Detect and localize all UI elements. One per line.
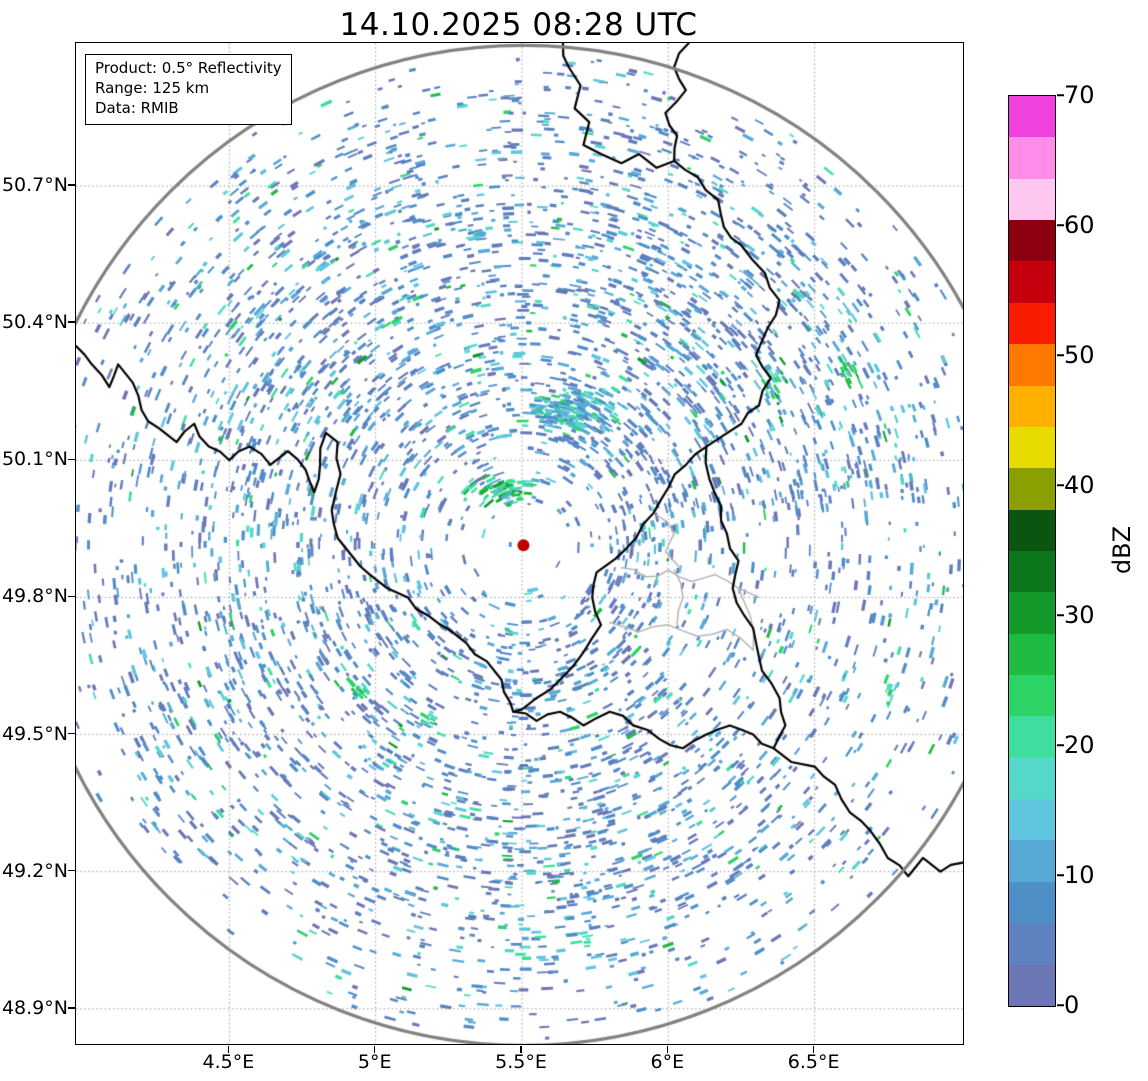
colorbar-tick-mark [1057, 94, 1064, 96]
colorbar-band [1009, 468, 1055, 510]
colorbar-band [1009, 633, 1055, 676]
colorbar-band [1009, 426, 1055, 469]
colorbar-band [1009, 261, 1055, 303]
y-tick-mark [68, 184, 75, 186]
colorbar-band [1009, 592, 1055, 634]
y-tick-label: 49.2°N [1, 859, 68, 882]
colorbar-tick-mark [1057, 744, 1064, 746]
product-info-line: Product: 0.5° Reflectivity [95, 59, 282, 77]
y-tick-label: 48.9°N [1, 996, 68, 1019]
colorbar-tick-label: 10 [1064, 861, 1095, 889]
radar-map-canvas [76, 43, 963, 1044]
colorbar-band [1009, 550, 1055, 593]
colorbar-gradient [1008, 95, 1056, 1007]
colorbar-band [1009, 840, 1055, 882]
colorbar-tick-label: 60 [1064, 211, 1095, 239]
colorbar-tick-label: 70 [1064, 81, 1095, 109]
y-tick-mark [68, 869, 75, 872]
colorbar-band [1009, 220, 1055, 262]
product-info-box: Product: 0.5° Reflectivity Range: 125 km… [85, 54, 292, 126]
data-source-info-line: Data: RMIB [95, 98, 179, 117]
colorbar-band [1009, 964, 1055, 1006]
x-tick-mark [520, 1046, 522, 1053]
colorbar-band [1009, 757, 1055, 800]
colorbar-band [1009, 923, 1055, 965]
x-tick-label: 4.5°E [202, 1051, 255, 1073]
colorbar-tick-label: 50 [1064, 341, 1095, 369]
colorbar-band [1009, 96, 1055, 138]
colorbar-tick-mark [1057, 874, 1064, 876]
y-tick-label: 50.1°N [1, 448, 68, 471]
colorbar-band [1009, 675, 1055, 717]
x-tick-label: 5°E [357, 1051, 392, 1073]
map-plot-frame: Product: 0.5° Reflectivity Range: 125 km… [75, 42, 964, 1045]
y-tick-label: 49.8°N [1, 585, 68, 608]
colorbar-tick-mark [1057, 1004, 1064, 1006]
figure-title: 14.10.2025 08:28 UTC [339, 7, 698, 43]
colorbar-tick-label: 20 [1064, 731, 1095, 759]
colorbar-band [1009, 799, 1055, 841]
x-tick-label: 5.5°E [495, 1051, 547, 1073]
y-tick-mark [68, 1007, 75, 1009]
x-tick-mark [373, 1046, 376, 1053]
x-tick-label: 6.5°E [787, 1051, 840, 1073]
y-tick-mark [68, 595, 75, 598]
y-tick-mark [68, 321, 75, 323]
colorbar-band [1009, 178, 1055, 221]
y-tick-label: 50.7°N [1, 174, 68, 197]
range-info-line: Range: 125 km [95, 78, 210, 97]
colorbar-tick-label: 30 [1064, 601, 1095, 629]
x-tick-label: 6°E [650, 1051, 685, 1073]
colorbar-band [1009, 385, 1055, 427]
y-tick-label: 49.5°N [1, 722, 68, 745]
colorbar-tick-mark [1057, 224, 1064, 226]
y-tick-mark [68, 458, 75, 461]
y-tick-label: 50.4°N [1, 311, 68, 334]
colorbar-unit-label: dBZ [1108, 525, 1136, 575]
colorbar-tick-mark [1057, 484, 1064, 486]
colorbar-band [1009, 302, 1055, 345]
colorbar-band [1009, 509, 1055, 551]
colorbar-band [1009, 344, 1055, 386]
colorbar-tick-mark [1057, 354, 1064, 356]
colorbar-band [1009, 716, 1055, 758]
y-tick-mark [68, 732, 75, 735]
colorbar-tick-mark [1057, 614, 1064, 616]
colorbar-tick-label: 40 [1064, 471, 1095, 499]
colorbar-band [1009, 137, 1055, 179]
x-tick-mark [227, 1046, 230, 1053]
colorbar-band [1009, 881, 1055, 924]
colorbar-tick-label: 0 [1064, 991, 1080, 1019]
x-tick-mark [666, 1046, 669, 1053]
x-tick-mark [812, 1046, 815, 1053]
